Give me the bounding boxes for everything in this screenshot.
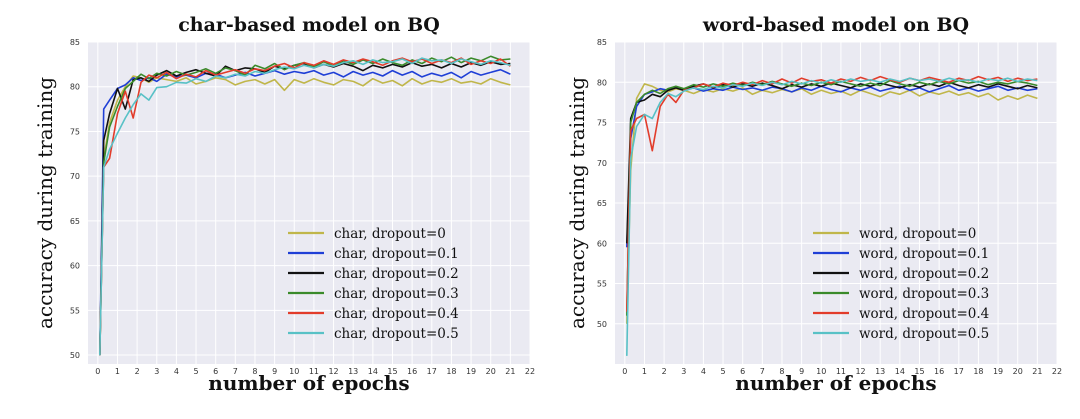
word-legend-label-2: word, dropout=0.2 bbox=[859, 266, 989, 282]
char-x-tick-label: 5 bbox=[193, 367, 198, 376]
char-x-tick-label: 13 bbox=[348, 367, 358, 376]
word-legend-label-5: word, dropout=0.5 bbox=[859, 326, 989, 342]
char-y-tick-label: 70 bbox=[70, 172, 80, 181]
char-x-tick-label: 1 bbox=[115, 367, 120, 376]
word-x-tick-label: 9 bbox=[799, 367, 804, 376]
word-chart: 0 1 2 3 4 5 6 7 8 9 10 11 12 13 14 15 16 17 18 19 20 21 225055… bbox=[565, 14, 1062, 395]
char-x-tick-label: 19 bbox=[466, 367, 476, 376]
char-y-tick-label: 75 bbox=[70, 127, 80, 136]
char-chart: 0 1 2 3 4 5 6 7 8 9 10 11 12 13 14 15 16 17 18 19 20 21 225055… bbox=[33, 14, 535, 395]
char-series-lines bbox=[99, 55, 511, 356]
char-chart-xlabel: number of epochs bbox=[208, 371, 409, 395]
char-legend-label-5: char, dropout=0.5 bbox=[334, 326, 459, 342]
word-legend-label-4: word, dropout=0.4 bbox=[859, 306, 989, 322]
char-y-tick-label: 80 bbox=[70, 83, 80, 92]
word-x-tick-label: 12 bbox=[855, 367, 865, 376]
word-legend-label-0: word, dropout=0 bbox=[859, 226, 976, 242]
char-x-tick-label: 16 bbox=[407, 367, 417, 376]
char-legend-label-1: char, dropout=0.1 bbox=[334, 246, 459, 262]
word-x-tick-label: 17 bbox=[954, 367, 964, 376]
word-x-tick-label: 15 bbox=[914, 367, 924, 376]
word-x-tick-label: 0 bbox=[622, 367, 627, 376]
char-legend-label-3: char, dropout=0.3 bbox=[334, 286, 459, 302]
char-y-tick-label: 65 bbox=[70, 217, 80, 226]
word-x-tick-label: 11 bbox=[836, 367, 846, 376]
char-legend: char, dropout=0 char, dropout=0.1 char, dr… bbox=[288, 226, 459, 342]
word-x-tick-label: 20 bbox=[1013, 367, 1023, 376]
char-legend-label-4: char, dropout=0.4 bbox=[334, 306, 459, 322]
word-y-tick-label: 75 bbox=[597, 119, 607, 128]
char-x-tick-label: 2 bbox=[135, 367, 140, 376]
word-x-tick-label: 7 bbox=[760, 367, 765, 376]
word-y-tick-label: 50 bbox=[597, 320, 607, 329]
char-x-tick-label: 20 bbox=[486, 367, 496, 376]
word-x-tick-label: 18 bbox=[973, 367, 983, 376]
char-y-tick-label: 60 bbox=[70, 262, 80, 271]
word-x-tick-label: 19 bbox=[993, 367, 1003, 376]
word-legend: word, dropout=0 word, dropout=0.1 word, dr… bbox=[813, 226, 989, 342]
word-x-tick-label: 8 bbox=[779, 367, 784, 376]
char-x-tick-label: 10 bbox=[289, 367, 299, 376]
char-legend-label-2: char, dropout=0.2 bbox=[334, 266, 459, 282]
char-x-tick-label: 11 bbox=[309, 367, 319, 376]
char-gridlines bbox=[88, 41, 531, 364]
word-y-tick-label: 65 bbox=[597, 199, 607, 208]
char-series-line-5 bbox=[99, 57, 511, 356]
word-x-tick-label: 1 bbox=[642, 367, 647, 376]
word-y-tick-label: 55 bbox=[597, 280, 607, 289]
char-y-tick-label: 50 bbox=[70, 351, 80, 360]
word-chart-title: word-based model on BQ bbox=[702, 14, 969, 36]
char-x-tick-label: 12 bbox=[328, 367, 338, 376]
word-legend-label-3: word, dropout=0.3 bbox=[859, 286, 989, 302]
char-x-tick-label: 17 bbox=[427, 367, 437, 376]
char-x-tick-label: 0 bbox=[95, 367, 100, 376]
word-legend-label-1: word, dropout=0.1 bbox=[859, 246, 989, 262]
char-x-tick-label: 6 bbox=[213, 367, 218, 376]
word-x-tick-label: 5 bbox=[720, 367, 725, 376]
word-x-tick-label: 2 bbox=[662, 367, 667, 376]
word-x-tick-label: 21 bbox=[1032, 367, 1042, 376]
char-series-line-0 bbox=[99, 75, 511, 356]
char-x-tick-label: 4 bbox=[174, 367, 179, 376]
char-x-tick-label: 9 bbox=[272, 367, 277, 376]
word-gridlines bbox=[615, 41, 1058, 364]
char-x-tick-label: 8 bbox=[252, 367, 257, 376]
word-chart-ylabel: accuracy during training bbox=[565, 77, 589, 329]
char-chart-ylabel: accuracy during training bbox=[33, 77, 57, 329]
word-x-tick-label: 4 bbox=[701, 367, 706, 376]
char-x-tick-label: 3 bbox=[154, 367, 159, 376]
word-x-tick-label: 14 bbox=[895, 367, 905, 376]
word-x-tick-label: 22 bbox=[1052, 367, 1062, 376]
word-y-tick-label: 80 bbox=[597, 78, 607, 87]
char-chart-title: char-based model on BQ bbox=[178, 14, 440, 36]
word-chart-xlabel: number of epochs bbox=[735, 371, 936, 395]
word-series-line-2 bbox=[626, 81, 1038, 244]
char-x-tick-label: 22 bbox=[525, 367, 535, 376]
char-x-tick-label: 21 bbox=[505, 367, 515, 376]
char-x-tick-label: 15 bbox=[387, 367, 397, 376]
word-x-tick-label: 16 bbox=[934, 367, 944, 376]
word-y-tick-label: 60 bbox=[597, 239, 607, 248]
char-x-tick-label: 18 bbox=[446, 367, 456, 376]
word-x-tick-label: 10 bbox=[816, 367, 826, 376]
char-x-tick-label: 7 bbox=[233, 367, 238, 376]
word-series-line-5 bbox=[626, 77, 1038, 356]
word-x-tick-label: 13 bbox=[875, 367, 885, 376]
word-y-tick-label: 85 bbox=[597, 38, 607, 47]
char-legend-label-0: char, dropout=0 bbox=[334, 226, 446, 242]
word-x-tick-label: 6 bbox=[740, 367, 745, 376]
char-y-tick-label: 55 bbox=[70, 306, 80, 315]
word-y-tick-label: 70 bbox=[597, 159, 607, 168]
char-x-tick-label: 14 bbox=[368, 367, 378, 376]
char-y-tick-label: 85 bbox=[70, 38, 80, 47]
char-series-line-4 bbox=[99, 57, 511, 356]
word-series-lines bbox=[626, 75, 1038, 356]
word-x-tick-label: 3 bbox=[681, 367, 686, 376]
